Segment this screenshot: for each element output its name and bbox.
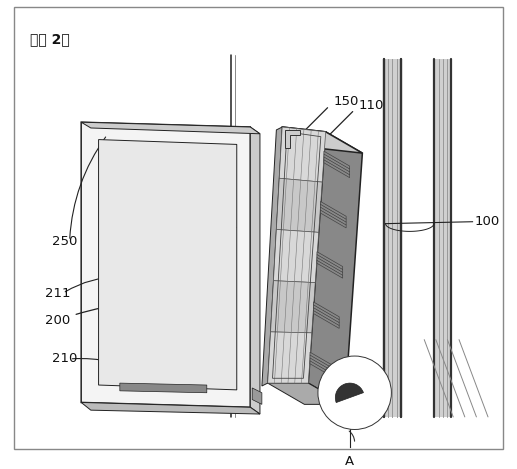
Text: 『도 2』: 『도 2』 (30, 32, 70, 46)
Polygon shape (252, 388, 262, 404)
Text: A: A (345, 454, 354, 468)
Polygon shape (270, 280, 315, 333)
Polygon shape (81, 122, 250, 407)
Polygon shape (250, 127, 260, 414)
Polygon shape (321, 201, 346, 228)
Text: 100: 100 (475, 215, 500, 228)
Polygon shape (324, 151, 349, 178)
Text: 200: 200 (45, 298, 184, 327)
Polygon shape (268, 383, 345, 404)
Text: 210: 210 (52, 352, 78, 365)
Polygon shape (273, 229, 318, 283)
Polygon shape (313, 302, 339, 328)
Polygon shape (384, 60, 401, 417)
Polygon shape (282, 127, 362, 153)
Polygon shape (279, 127, 326, 182)
Polygon shape (310, 352, 336, 378)
Text: 211: 211 (45, 287, 71, 300)
Polygon shape (81, 122, 260, 134)
Polygon shape (268, 127, 326, 383)
Wedge shape (336, 383, 363, 402)
Polygon shape (285, 130, 299, 148)
Polygon shape (308, 132, 362, 404)
Text: 113: 113 (165, 219, 191, 232)
Polygon shape (99, 140, 237, 390)
Circle shape (318, 356, 391, 430)
Text: 150: 150 (333, 95, 359, 108)
Text: 112: 112 (163, 198, 189, 211)
Polygon shape (120, 383, 207, 393)
Text: 250: 250 (52, 234, 78, 248)
Polygon shape (277, 178, 322, 232)
Text: 111: 111 (159, 176, 184, 189)
Polygon shape (81, 402, 260, 414)
Polygon shape (317, 252, 343, 278)
Polygon shape (268, 332, 312, 383)
Polygon shape (262, 127, 282, 386)
Polygon shape (434, 60, 451, 417)
Text: 110: 110 (358, 99, 384, 112)
